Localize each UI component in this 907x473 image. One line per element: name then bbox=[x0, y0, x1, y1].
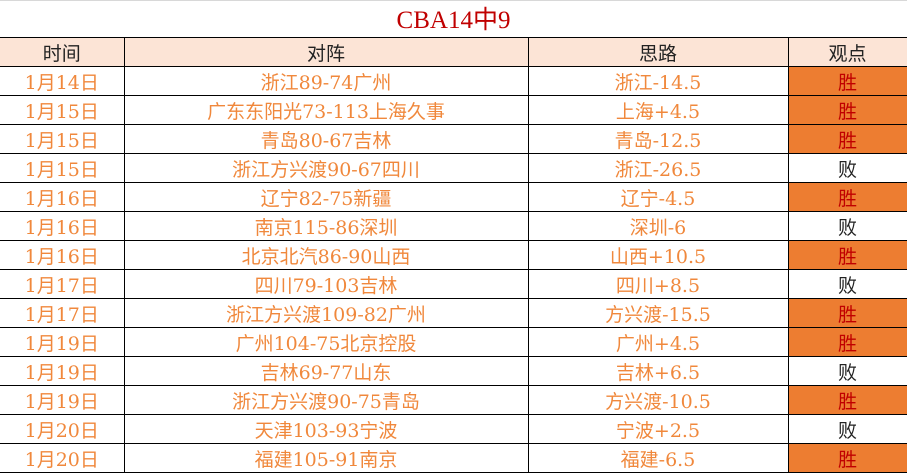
table-row: 1月16日 辽宁82-75新疆 辽宁-4.5 胜 bbox=[0, 182, 907, 212]
picks-table: 时间 对阵 思路 观点 1月14日 浙江89-74广州 浙江-14.5 胜 1月15日广… bbox=[0, 37, 907, 473]
sheet-title: CBA14中9 bbox=[396, 7, 511, 34]
table-row: 1月15日 青岛80-67吉林 青岛-12.5 胜 bbox=[0, 124, 907, 154]
pick-cell[interactable]: 上海+4.5 bbox=[527, 95, 789, 125]
table-row: 1月15日 浙江方兴渡90-67四川 浙江-26.5 败 bbox=[0, 153, 907, 183]
header-row: 时间 对阵 思路 观点 bbox=[0, 37, 907, 67]
pick-cell[interactable]: 吉林+6.5 bbox=[527, 356, 789, 386]
result-cell[interactable]: 胜 bbox=[787, 385, 907, 415]
pick-cell[interactable]: 山西+10.5 bbox=[527, 240, 789, 270]
date-cell[interactable]: 1月17日 bbox=[0, 269, 125, 299]
result-cell[interactable]: 胜 bbox=[787, 182, 907, 212]
result-cell[interactable]: 胜 bbox=[787, 298, 907, 328]
pick-cell[interactable]: 浙江-14.5 bbox=[527, 66, 789, 96]
table-row: 1月20日 天津103-93宁波 宁波+2.5 败 bbox=[0, 414, 907, 444]
pick-cell[interactable]: 方兴渡-10.5 bbox=[527, 385, 789, 415]
date-cell[interactable]: 1月16日 bbox=[0, 240, 125, 270]
date-cell[interactable]: 1月14日 bbox=[0, 66, 125, 96]
match-cell[interactable]: 辽宁82-75新疆 bbox=[123, 182, 529, 212]
pick-cell[interactable]: 青岛-12.5 bbox=[527, 124, 789, 154]
date-cell[interactable]: 1月19日 bbox=[0, 327, 125, 357]
pick-cell[interactable]: 方兴渡-15.5 bbox=[527, 298, 789, 328]
match-cell[interactable]: 浙江方兴渡109-82广州 bbox=[123, 298, 529, 328]
match-cell[interactable]: 吉林69-77山东 bbox=[123, 356, 529, 386]
result-cell[interactable]: 败 bbox=[787, 269, 907, 299]
result-cell[interactable]: 败 bbox=[787, 211, 907, 241]
pick-cell[interactable]: 深圳-6 bbox=[527, 211, 789, 241]
table-row: 1月19日 浙江方兴渡90-75青岛 方兴渡-10.5 胜 bbox=[0, 385, 907, 415]
result-cell[interactable]: 胜 bbox=[787, 240, 907, 270]
date-cell[interactable]: 1月20日 bbox=[0, 443, 125, 473]
result-cell[interactable]: 败 bbox=[787, 356, 907, 386]
match-cell[interactable]: 北京北汽86-90山西 bbox=[123, 240, 529, 270]
table-row: 1月14日 浙江89-74广州 浙江-14.5 胜 bbox=[0, 66, 907, 96]
pick-cell[interactable]: 浙江-26.5 bbox=[527, 153, 789, 183]
pick-cell[interactable]: 广州+4.5 bbox=[527, 327, 789, 357]
result-cell[interactable]: 胜 bbox=[787, 95, 907, 125]
table-row: 1月16日 北京北汽86-90山西 山西+10.5 胜 bbox=[0, 240, 907, 270]
table-row: 1月17日 浙江方兴渡109-82广州 方兴渡-15.5 胜 bbox=[0, 298, 907, 328]
date-cell[interactable]: 1月15日 bbox=[0, 124, 125, 154]
date-cell[interactable]: 1月16日 bbox=[0, 211, 125, 241]
match-cell[interactable]: 天津103-93宁波 bbox=[123, 414, 529, 444]
result-cell[interactable]: 胜 bbox=[787, 124, 907, 154]
match-cell[interactable]: 四川79-103吉林 bbox=[123, 269, 529, 299]
match-cell[interactable]: 浙江方兴渡90-75青岛 bbox=[123, 385, 529, 415]
result-cell[interactable]: 败 bbox=[787, 414, 907, 444]
date-cell[interactable]: 1月16日 bbox=[0, 182, 125, 212]
pick-cell[interactable]: 宁波+2.5 bbox=[527, 414, 789, 444]
top-border bbox=[0, 0, 907, 1]
table-row: 1月16日 南京115-86深圳 深圳-6 败 bbox=[0, 211, 907, 241]
date-cell[interactable]: 1月19日 bbox=[0, 385, 125, 415]
match-cell[interactable]: 福建105-91南京 bbox=[123, 443, 529, 473]
header-match[interactable]: 对阵 bbox=[123, 37, 529, 67]
header-pick[interactable]: 思路 bbox=[527, 37, 789, 67]
pick-cell[interactable]: 福建-6.5 bbox=[527, 443, 789, 473]
match-cell[interactable]: 广东东阳光73-113上海久事 bbox=[123, 95, 529, 125]
date-cell[interactable]: 1月15日 bbox=[0, 153, 125, 183]
result-cell[interactable]: 胜 bbox=[787, 66, 907, 96]
match-cell[interactable]: 广州104-75北京控股 bbox=[123, 327, 529, 357]
date-cell[interactable]: 1月20日 bbox=[0, 414, 125, 444]
match-cell[interactable]: 南京115-86深圳 bbox=[123, 211, 529, 241]
table-row: 1月15日 广东东阳光73-113上海久事 上海+4.5 胜 bbox=[0, 95, 907, 125]
table-row: 1月20日 福建105-91南京 福建-6.5 胜 bbox=[0, 443, 907, 473]
result-cell[interactable]: 胜 bbox=[787, 443, 907, 473]
match-cell[interactable]: 浙江方兴渡90-67四川 bbox=[123, 153, 529, 183]
table-row: 1月19日 吉林69-77山东 吉林+6.5 败 bbox=[0, 356, 907, 386]
pick-cell[interactable]: 四川+8.5 bbox=[527, 269, 789, 299]
date-cell[interactable]: 1月15日 bbox=[0, 95, 125, 125]
header-result[interactable]: 观点 bbox=[787, 37, 907, 67]
pick-cell[interactable]: 辽宁-4.5 bbox=[527, 182, 789, 212]
date-cell[interactable]: 1月17日 bbox=[0, 298, 125, 328]
date-cell[interactable]: 1月19日 bbox=[0, 356, 125, 386]
match-cell[interactable]: 青岛80-67吉林 bbox=[123, 124, 529, 154]
result-cell[interactable]: 胜 bbox=[787, 327, 907, 357]
table-row: 1月19日 广州104-75北京控股 广州+4.5 胜 bbox=[0, 327, 907, 357]
result-cell[interactable]: 败 bbox=[787, 153, 907, 183]
table-row: 1月17日 四川79-103吉林 四川+8.5 败 bbox=[0, 269, 907, 299]
header-date[interactable]: 时间 bbox=[0, 37, 125, 67]
match-cell[interactable]: 浙江89-74广州 bbox=[123, 66, 529, 96]
